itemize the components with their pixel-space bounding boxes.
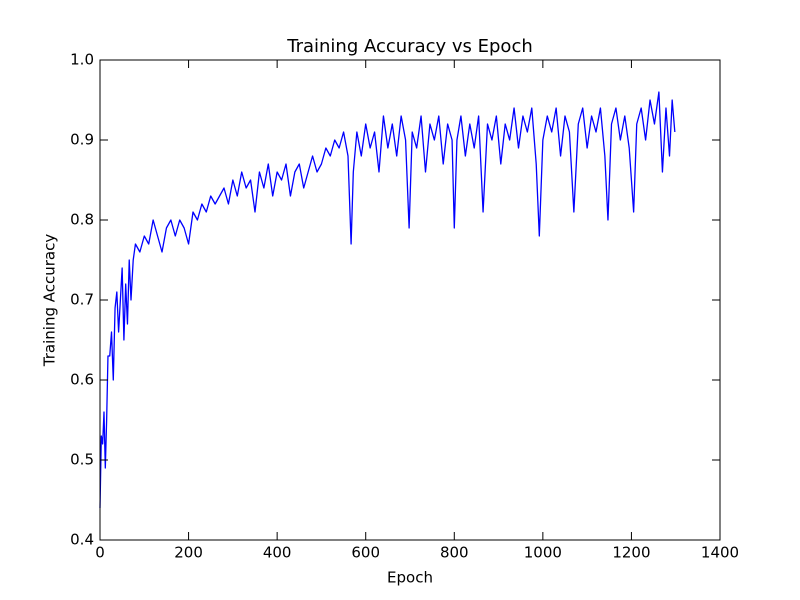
y-tick-label: 0.9 xyxy=(70,131,94,149)
y-axis-label: Training Accuracy xyxy=(41,234,59,368)
x-tick-label: 1400 xyxy=(701,544,739,562)
x-tick-label: 600 xyxy=(351,544,380,562)
y-tick-label: 0.8 xyxy=(70,211,94,229)
x-tick-label: 800 xyxy=(440,544,469,562)
x-axis-label: Epoch xyxy=(387,569,433,587)
y-tick-label: 0.7 xyxy=(70,291,94,309)
y-tick-label: 1.0 xyxy=(70,51,94,69)
y-tick-label: 0.5 xyxy=(70,451,94,469)
chart-title: Training Accuracy vs Epoch xyxy=(286,36,533,57)
data-line xyxy=(99,91,676,509)
x-tick-label: 0 xyxy=(95,544,105,562)
y-tick-label: 0.4 xyxy=(70,531,94,549)
x-tick-label: 400 xyxy=(263,544,292,562)
y-tick-label: 0.6 xyxy=(70,371,94,389)
x-tick-label: 1000 xyxy=(524,544,562,562)
x-tick-label: 200 xyxy=(174,544,203,562)
x-tick-label: 1200 xyxy=(612,544,650,562)
